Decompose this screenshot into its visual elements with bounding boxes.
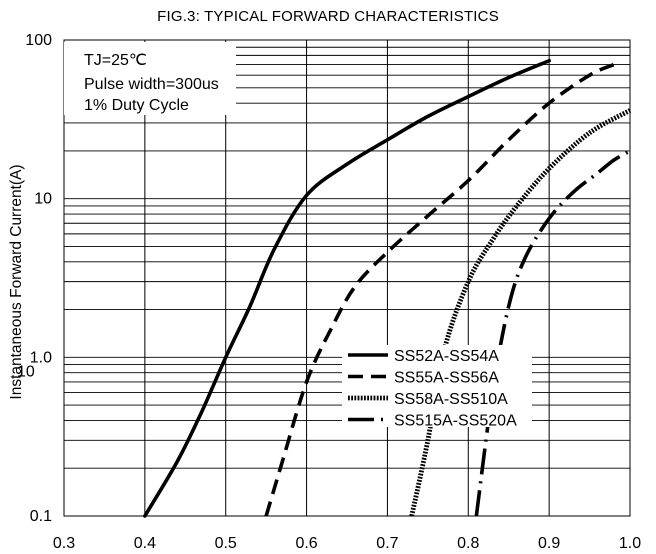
y-axis-label: Instantaneous Forward Current(A) bbox=[8, 164, 25, 399]
conditions-box: TJ=25℃ Pulse width=300us 1% Duty Cycle bbox=[64, 42, 236, 115]
x-tick-label: 0.3 bbox=[53, 535, 75, 552]
y-tick-label: 1.0 bbox=[30, 349, 52, 366]
x-tick-label: 0.4 bbox=[134, 535, 156, 552]
x-tick-label: 0.5 bbox=[215, 535, 237, 552]
legend-label-1: SS52A-SS54A bbox=[394, 348, 499, 365]
condition-pulse: Pulse width=300us bbox=[84, 76, 219, 93]
legend-label-3: SS58A-SS510A bbox=[394, 391, 508, 408]
curves bbox=[143, 58, 632, 518]
y-tick-label-extra: 10 bbox=[17, 363, 35, 380]
y-tick-label: 0.1 bbox=[30, 508, 52, 525]
condition-temp: TJ=25℃ bbox=[84, 52, 147, 69]
chart-title: FIG.3: TYPICAL FORWARD CHARACTERISTICS bbox=[157, 8, 499, 25]
legend-label-2: SS55A-SS56A bbox=[394, 370, 499, 387]
y-tick-label: 100 bbox=[25, 32, 52, 49]
x-tick-label: 0.7 bbox=[376, 535, 398, 552]
series-line-2 bbox=[264, 62, 615, 517]
series-line-4 bbox=[474, 149, 631, 517]
legend: SS52A-SS54A SS55A-SS56A SS58A-SS510A SS515A… bbox=[342, 345, 532, 430]
x-tick-label: 0.9 bbox=[538, 535, 560, 552]
x-tick-label: 0.8 bbox=[457, 535, 479, 552]
y-tick-label: 10 bbox=[34, 191, 52, 208]
x-tick-label: 1.0 bbox=[619, 535, 641, 552]
series-line-1 bbox=[143, 58, 551, 518]
x-tick-label: 0.6 bbox=[295, 535, 317, 552]
plot-area bbox=[63, 39, 631, 517]
condition-duty: 1% Duty Cycle bbox=[84, 97, 189, 114]
x-tick-labels: 0.3 0.4 0.5 0.6 0.7 0.8 0.9 1.0 bbox=[53, 535, 641, 552]
legend-label-4: SS515A-SS520A bbox=[394, 413, 517, 430]
